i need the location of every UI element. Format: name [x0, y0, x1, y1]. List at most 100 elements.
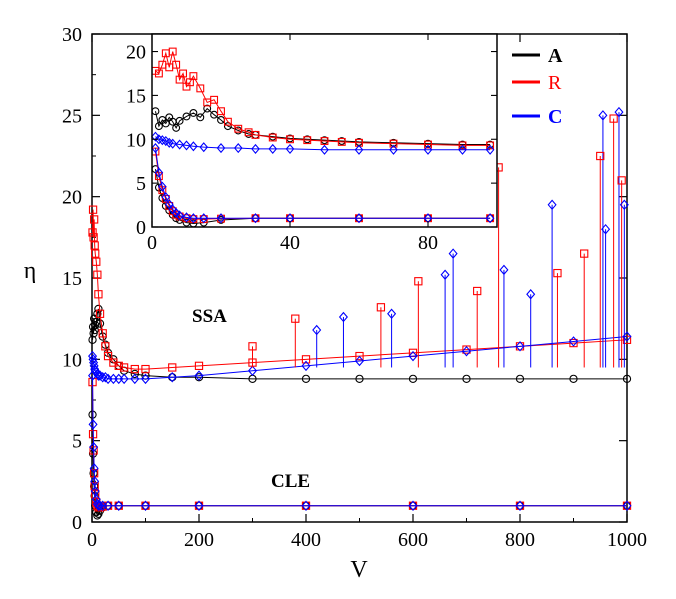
marker-c: [461, 345, 472, 357]
marker-r: [291, 314, 300, 323]
marker-r: [622, 335, 632, 344]
inset-x-tick-label: 0: [147, 232, 157, 254]
marker-a: [462, 374, 471, 384]
series-line-a: [92, 414, 627, 517]
marker-c: [89, 357, 99, 368]
marker-a: [569, 374, 578, 384]
marker-c: [88, 370, 98, 381]
inset-plot-marks: [151, 47, 495, 228]
marker-c: [216, 142, 226, 154]
y-tick-label: 10: [62, 349, 82, 371]
marker-c: [167, 371, 177, 383]
marker-c: [189, 213, 198, 224]
marker-c: [98, 371, 108, 383]
marker-c: [194, 370, 204, 381]
marker-c: [89, 441, 99, 453]
marker-r: [355, 351, 364, 361]
marker-c: [189, 141, 198, 152]
marker-r: [154, 69, 163, 78]
marker-r: [89, 215, 99, 224]
marker-c: [151, 131, 160, 142]
marker-c: [93, 500, 103, 511]
x-tick-label: 1000: [607, 529, 647, 551]
marker-a: [355, 374, 364, 384]
marker-c: [312, 324, 322, 336]
inset-x-tick-label: 80: [418, 232, 438, 254]
marker-c: [268, 143, 278, 154]
marker-c: [88, 354, 98, 365]
inset-y-tick-label: 5: [136, 173, 146, 195]
marker-r: [94, 290, 103, 299]
marker-c: [161, 192, 171, 203]
marker-r: [580, 249, 589, 258]
marker-r: [101, 342, 110, 351]
marker-a: [301, 374, 311, 384]
marker-a: [94, 304, 103, 314]
inset-y-tick-label: 15: [126, 85, 146, 107]
marker-r: [141, 364, 150, 374]
x-axis-title: V: [350, 557, 368, 583]
marker-r: [486, 141, 495, 150]
marker-r: [414, 277, 423, 286]
x-tick-label: 800: [505, 529, 535, 551]
marker-c: [619, 199, 629, 211]
marker-c: [301, 500, 311, 511]
marker-c: [485, 213, 495, 224]
marker-c: [568, 336, 579, 347]
marker-c: [103, 500, 113, 511]
inset-y-tick-label: 20: [126, 42, 146, 64]
marker-a: [90, 325, 99, 335]
marker-r: [119, 363, 129, 372]
marker-c: [526, 289, 536, 300]
marker-c: [354, 213, 364, 224]
marker-c: [251, 213, 260, 224]
marker-r: [88, 228, 97, 237]
marker-c: [171, 207, 181, 219]
marker-c: [247, 365, 258, 376]
marker-c: [130, 373, 140, 385]
marker-r: [617, 176, 626, 185]
marker-r: [473, 286, 482, 296]
x-tick-label: 400: [291, 529, 321, 551]
marker-c: [547, 199, 557, 211]
marker-a: [408, 374, 418, 384]
marker-a: [172, 123, 181, 132]
legend: A R C: [512, 45, 563, 128]
marker-c: [119, 373, 129, 385]
marker-c: [89, 463, 99, 474]
marker-r: [268, 133, 277, 142]
marker-r: [320, 137, 329, 145]
marker-c: [140, 373, 151, 385]
marker-c: [485, 144, 495, 155]
marker-r: [93, 270, 102, 279]
marker-c: [301, 360, 311, 372]
marker-a: [95, 319, 105, 328]
marker-c: [194, 500, 204, 511]
marker-c: [114, 500, 124, 511]
marker-r: [223, 117, 232, 126]
marker-a: [88, 335, 97, 344]
marker-a: [182, 112, 191, 121]
marker-c: [614, 106, 624, 118]
marker-c: [515, 341, 525, 352]
marker-c: [354, 355, 365, 367]
x-tick-label: 600: [398, 529, 428, 551]
marker-a: [189, 109, 198, 117]
marker-c: [164, 199, 174, 210]
marker-r: [389, 139, 398, 148]
marker-c: [458, 144, 467, 155]
inset-plot-background: [152, 34, 497, 227]
inset-axis-ticks: 0 40 80 0 5 10 15 20: [126, 34, 497, 254]
marker-c: [423, 144, 433, 155]
marker-a: [93, 511, 102, 520]
marker-c: [95, 500, 105, 511]
marker-a: [154, 122, 163, 131]
inset-x-tick-label: 40: [280, 232, 300, 254]
series-line-c: [92, 375, 627, 507]
marker-r: [458, 141, 467, 150]
marker-a: [92, 317, 101, 327]
marker-r: [286, 135, 294, 144]
marker-r: [168, 363, 177, 372]
marker-a: [515, 374, 525, 384]
annotation-cle: CLE: [271, 471, 310, 492]
